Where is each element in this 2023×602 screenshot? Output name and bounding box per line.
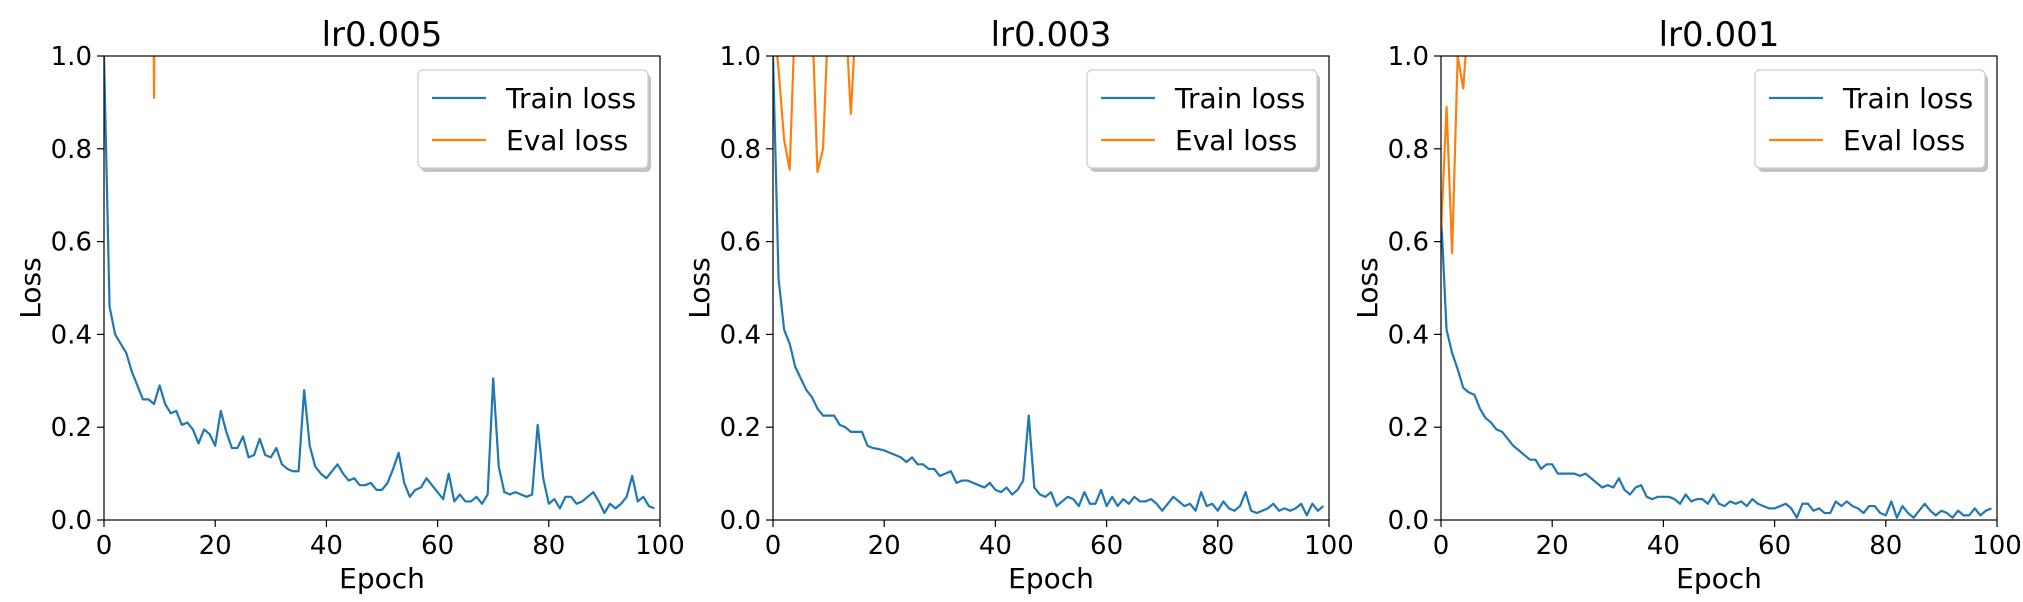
legend-entry: Eval loss (1843, 124, 1965, 157)
y-tick-label: 0.4 (1388, 320, 1429, 350)
x-tick-label: 20 (199, 531, 232, 561)
x-tick-label: 100 (1972, 531, 2022, 561)
series-line-eval-loss (152, 56, 156, 99)
y-axis-label: Loss (1351, 257, 1384, 318)
y-tick-label: 1.0 (51, 42, 92, 72)
x-tick-label: 40 (979, 531, 1012, 561)
y-tick-label: 0.6 (1388, 228, 1429, 258)
y-tick-label: 0.0 (51, 506, 92, 536)
chart-panel-1: 0 20 40 60 80 100 0.0 0.2 0.4 0.6 0.8 1.0 lr0.005 Epo… (14, 15, 685, 595)
x-tick-label: 20 (1536, 531, 1569, 561)
series-line-train-loss (1441, 213, 1992, 519)
legend: Train loss Eval loss (1086, 69, 1320, 172)
x-tick-label: 100 (1304, 531, 1354, 561)
y-tick-label: 1.0 (720, 42, 761, 72)
y-axis-label: Loss (14, 257, 47, 318)
series-line-train-loss (773, 56, 1325, 517)
y-tick-label: 0.8 (720, 135, 761, 165)
y-tick-label: 0.2 (1388, 413, 1429, 443)
series-line-eval-loss (1441, 56, 1467, 255)
series-group (1441, 56, 1992, 519)
y-axis-label: Loss (683, 257, 716, 318)
y-tick-label: 0.0 (720, 506, 761, 536)
axes-frame (1440, 55, 1998, 521)
y-tick-label: 0.6 (720, 228, 761, 258)
x-tick-label: 0 (1433, 531, 1450, 561)
x-tick-label: 20 (868, 531, 901, 561)
x-tick-label: 0 (96, 531, 113, 561)
chart-panel-2: 0 20 40 60 80 100 0.0 0.2 0.4 0.6 0.8 1.0 lr0.003 Epo… (683, 15, 1354, 595)
legend-entry: Eval loss (506, 124, 628, 157)
x-tick-label: 40 (1647, 531, 1680, 561)
x-tick-label: 40 (310, 531, 343, 561)
series-line-eval-loss (776, 56, 856, 174)
axes-frame (103, 55, 661, 521)
chart-panel-3: 0 20 40 60 80 100 0.0 0.2 0.4 0.6 0.8 1.0 lr0.001 Epo… (1351, 15, 2022, 595)
series-group (773, 56, 1325, 517)
y-tick-label: 0.6 (51, 228, 92, 258)
x-axis-label: Epoch (1676, 562, 1762, 595)
y-tick-label: 0.4 (51, 320, 92, 350)
x-tick-label: 60 (421, 531, 454, 561)
legend: Train loss Eval loss (417, 69, 651, 172)
series-group (104, 56, 655, 515)
y-tick-label: 0.8 (1388, 135, 1429, 165)
y-tick-label: 0.2 (51, 413, 92, 443)
x-axis-label: Epoch (1008, 562, 1094, 595)
x-tick-label: 80 (532, 531, 565, 561)
legend-entry: Eval loss (1175, 124, 1297, 157)
legend-box (1754, 69, 1986, 169)
y-tick-label: 1.0 (1388, 42, 1429, 72)
x-tick-label: 60 (1758, 531, 1791, 561)
axes-frame (772, 55, 1330, 521)
chart-title: lr0.001 (1659, 15, 1780, 55)
y-tick-label: 0.8 (51, 135, 92, 165)
x-tick-label: 80 (1869, 531, 1902, 561)
chart-title: lr0.003 (991, 15, 1112, 55)
legend-entry: Train loss (1174, 82, 1305, 115)
y-tick-label: 0.2 (720, 413, 761, 443)
x-tick-label: 80 (1201, 531, 1234, 561)
legend-box (1086, 69, 1318, 169)
x-axis-label: Epoch (339, 562, 425, 595)
chart-title: lr0.005 (322, 15, 443, 55)
x-tick-label: 0 (765, 531, 782, 561)
series-line-train-loss (104, 56, 655, 515)
legend-entry: Train loss (505, 82, 636, 115)
legend: Train loss Eval loss (1754, 69, 1988, 172)
y-tick-label: 0.0 (1388, 506, 1429, 536)
y-tick-label: 0.4 (720, 320, 761, 350)
x-tick-label: 60 (1090, 531, 1123, 561)
x-tick-label: 100 (635, 531, 685, 561)
legend-box (417, 69, 649, 169)
legend-entry: Train loss (1842, 82, 1973, 115)
